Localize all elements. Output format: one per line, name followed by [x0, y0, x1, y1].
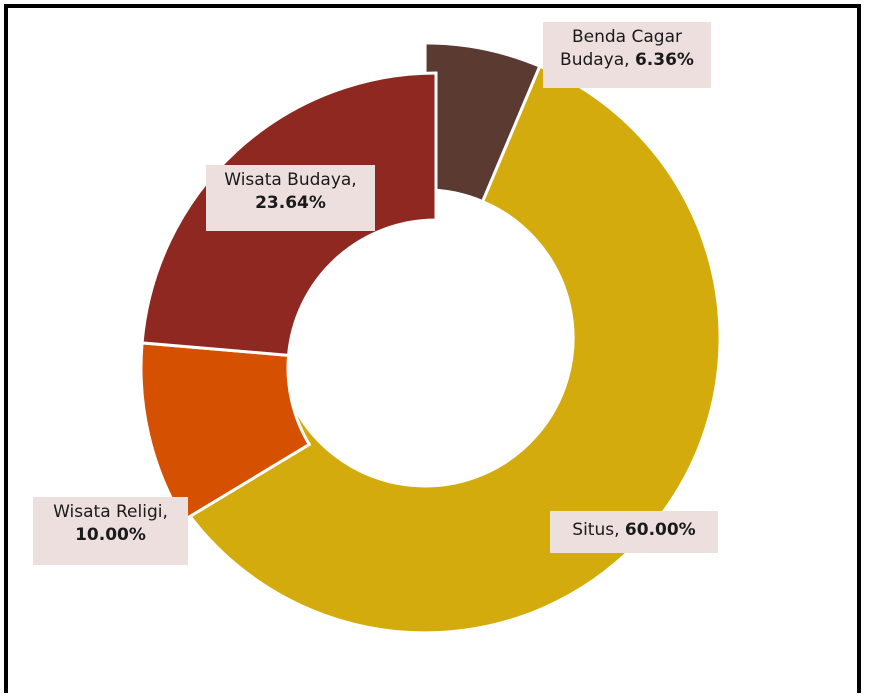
data-label-wisata-budaya-value: 23.64% [255, 192, 326, 213]
data-label-situs: Situs, 60.00% [550, 511, 718, 553]
data-label-wisata-budaya: Wisata Budaya, 23.64% [206, 165, 375, 231]
data-label-situs-name: Situs, [572, 520, 620, 540]
data-label-benda-cagar-budaya-value: 6.36% [634, 49, 694, 70]
data-label-benda-cagar-budaya-line1: Benda Cagar [572, 27, 682, 47]
data-label-benda-cagar-budaya-line2: Budaya, [560, 49, 630, 70]
data-label-wisata-religi-name: Wisata Religi, [53, 502, 168, 522]
donut-slice-situs [170, 64, 722, 635]
data-label-wisata-religi-value: 10.00% [75, 524, 146, 545]
data-label-situs-value: 60.00% [624, 520, 696, 540]
data-label-benda-cagar-budaya: Benda Cagar Budaya, 6.36% [543, 22, 711, 88]
data-label-wisata-religi: Wisata Religi, 10.00% [33, 497, 188, 565]
data-label-wisata-budaya-name: Wisata Budaya, [224, 170, 357, 190]
